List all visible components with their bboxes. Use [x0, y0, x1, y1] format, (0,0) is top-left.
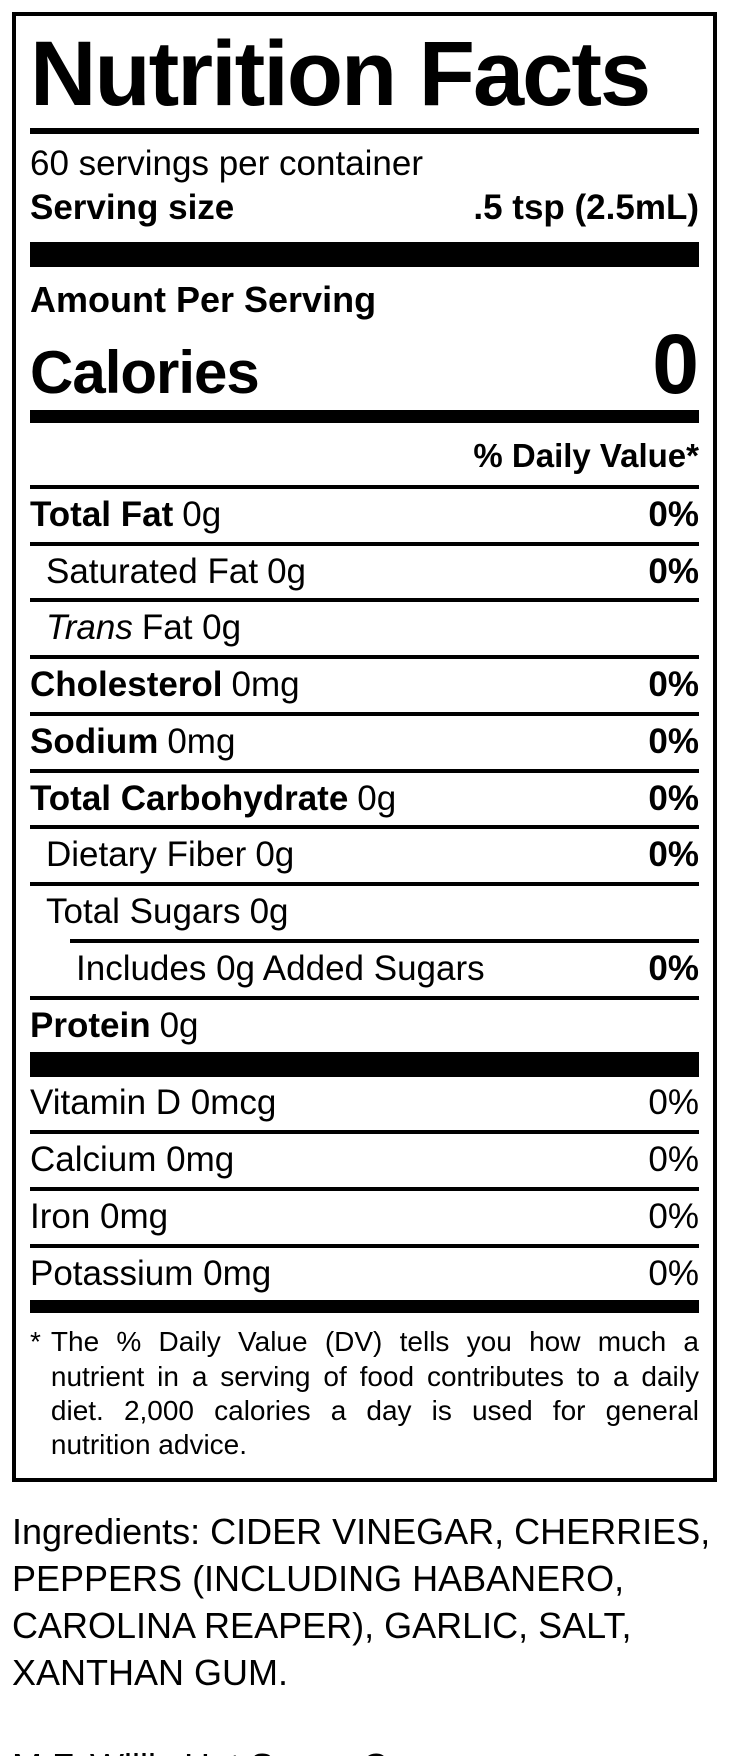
manufacturer-block: M.F. Willis Hot Sauce Company 13612 Luck…: [12, 1743, 717, 1756]
amount-per-serving-label: Amount Per Serving: [30, 278, 377, 320]
ingredients-statement: Ingredients: CIDER VINEGAR, CHERRIES, PE…: [12, 1511, 711, 1694]
nutrient-dv: 0%: [648, 665, 699, 705]
nutrient-dv: 0%: [648, 948, 699, 988]
serving-size-row: Serving size .5 tsp (2.5mL): [30, 186, 699, 230]
nutrient-row-protein: Protein 0g: [30, 995, 699, 1053]
nutrient-label: Protein: [30, 1005, 151, 1045]
thick-divider-bottom: [30, 1052, 699, 1078]
nutrient-label: Includes 0g Added Sugars: [76, 948, 485, 988]
nutrient-row-dietary-fiber: Dietary Fiber 0g 0%: [30, 825, 699, 882]
nutrient-dv: 0%: [648, 835, 699, 875]
nutrient-row-total-fat: Total Fat 0g 0%: [30, 484, 699, 542]
daily-value-header: % Daily Value*: [473, 436, 699, 474]
micronutrient-row-potassium: Potassium 0mg 0%: [30, 1243, 699, 1301]
nutrient-dv: 0%: [648, 721, 699, 761]
footnote-text: The % Daily Value (DV) tells you how muc…: [50, 1326, 699, 1460]
calories-value: 0: [652, 316, 699, 411]
micronutrient-row-vitamin-d: Vitamin D 0mcg 0%: [30, 1077, 699, 1130]
nutrition-facts-label: Nutrition Facts 60 servings per containe…: [12, 12, 717, 1483]
calories-row: Calories 0: [30, 320, 699, 410]
nutrient-dv: 0%: [648, 551, 699, 591]
nutrient-amount: 0g: [255, 835, 295, 875]
nutrient-label: Trans: [46, 608, 133, 648]
daily-value-footnote: * The % Daily Value (DV) tells you how m…: [30, 1313, 699, 1478]
serving-size-label: Serving size: [30, 187, 235, 227]
micronutrient-dv: 0%: [648, 1196, 699, 1236]
nutrient-label: Saturated Fat: [46, 551, 259, 591]
micronutrient-row-iron: Iron 0mg 0%: [30, 1186, 699, 1244]
nutrient-amount: Fat 0g: [141, 608, 242, 648]
nutrient-label: Total Carbohydrate: [30, 778, 349, 818]
nutrient-amount: 0g: [267, 551, 307, 591]
nutrient-label: Cholesterol: [30, 665, 223, 705]
nutrient-amount: 0g: [249, 892, 289, 932]
micronutrient-row-calcium: Calcium 0mg 0%: [30, 1130, 699, 1187]
nutrient-label: Total Sugars: [46, 892, 241, 932]
nutrient-row-total-sugars: Total Sugars 0g: [30, 882, 699, 939]
nutrient-amount: 0g: [182, 494, 222, 534]
micronutrient-label: Calcium 0mg: [30, 1140, 235, 1180]
manufacturer-name: M.F. Willis Hot Sauce Company: [12, 1743, 717, 1756]
nutrient-dv: 0%: [648, 494, 699, 534]
micronutrient-dv: 0%: [648, 1140, 699, 1180]
nutrient-row-total-carbohydrate: Total Carbohydrate 0g 0%: [30, 768, 699, 826]
thick-divider-top: [30, 241, 699, 267]
micronutrient-label: Iron 0mg: [30, 1196, 169, 1236]
nutrient-row-sodium: Sodium 0mg 0%: [30, 711, 699, 769]
nutrient-amount: 0g: [159, 1005, 199, 1045]
serving-size-value: .5 tsp (2.5mL): [473, 187, 699, 227]
nutrient-label: Dietary Fiber: [46, 835, 247, 875]
nutrient-label: Total Fat: [30, 494, 174, 534]
micronutrient-dv: 0%: [648, 1083, 699, 1123]
micronutrient-label: Potassium 0mg: [30, 1253, 272, 1293]
micronutrient-dv: 0%: [648, 1253, 699, 1293]
footnote-divider: [30, 1300, 699, 1314]
nutrient-dv: 0%: [648, 778, 699, 818]
footnote-asterisk: *: [30, 1326, 41, 1358]
title-divider: [30, 128, 699, 134]
servings-per-container: 60 servings per container: [30, 144, 423, 183]
micronutrient-label: Vitamin D 0mcg: [30, 1083, 277, 1123]
nutrient-row-added-sugars: Includes 0g Added Sugars 0%: [70, 938, 699, 996]
nutrient-amount: 0mg: [167, 721, 236, 761]
calories-label: Calories: [30, 338, 260, 406]
nutrient-row-cholesterol: Cholesterol 0mg 0%: [30, 655, 699, 712]
label-title: Nutrition Facts: [30, 23, 651, 125]
nutrient-row-saturated-fat: Saturated Fat 0g 0%: [30, 541, 699, 599]
nutrient-row-trans-fat: Trans Fat 0g: [30, 598, 699, 655]
calories-divider: [30, 409, 699, 423]
nutrient-label: Sodium: [30, 721, 159, 761]
nutrient-amount: 0g: [357, 778, 397, 818]
nutrient-amount: 0mg: [231, 665, 300, 705]
